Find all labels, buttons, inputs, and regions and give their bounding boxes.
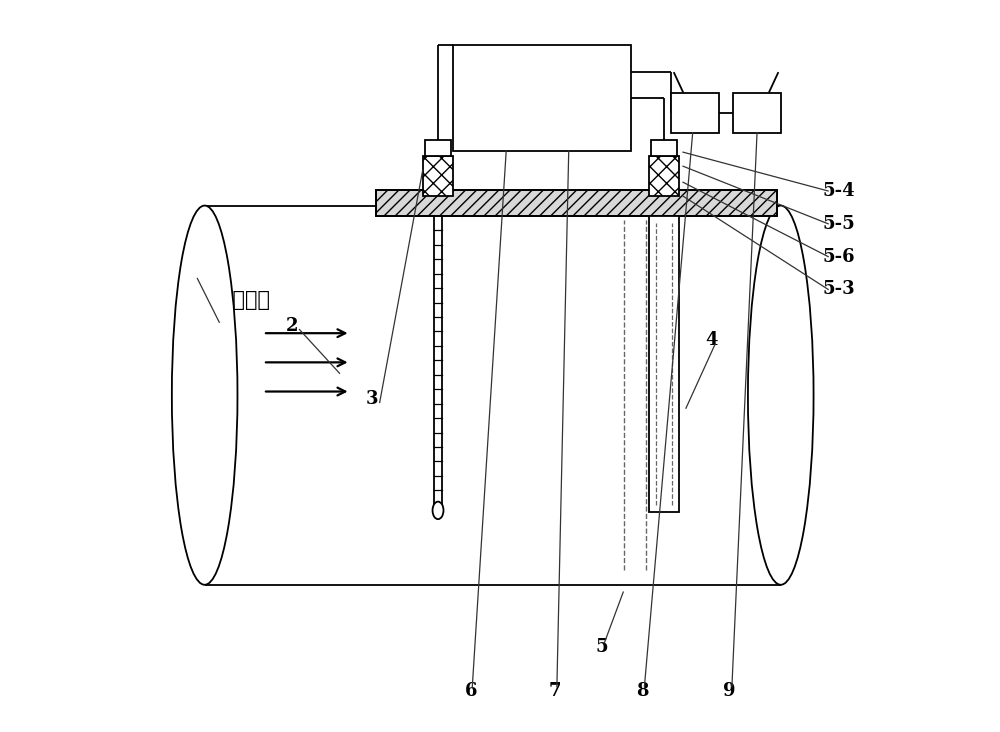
Bar — [376, 190, 777, 216]
Bar — [733, 92, 781, 132]
Text: 6: 6 — [465, 681, 477, 700]
Text: 4: 4 — [705, 332, 718, 349]
Bar — [649, 156, 679, 196]
Text: 3: 3 — [366, 390, 379, 408]
Ellipse shape — [433, 501, 443, 519]
Text: 1: 1 — [184, 266, 196, 284]
Bar — [649, 216, 679, 512]
Bar — [671, 92, 719, 132]
Text: 煮粉流向: 煮粉流向 — [220, 291, 270, 310]
Text: 8: 8 — [636, 681, 648, 700]
Text: 5-6: 5-6 — [823, 247, 855, 266]
Text: 5: 5 — [596, 638, 608, 656]
Bar — [376, 190, 777, 216]
Text: 5-4: 5-4 — [823, 182, 855, 200]
Ellipse shape — [172, 206, 237, 585]
Bar — [423, 156, 453, 196]
Text: 2: 2 — [286, 317, 298, 335]
Bar — [425, 140, 451, 156]
Bar — [453, 45, 631, 151]
Ellipse shape — [748, 206, 814, 585]
Text: 9: 9 — [723, 681, 736, 700]
Text: 7: 7 — [548, 681, 561, 700]
Text: 5-3: 5-3 — [823, 280, 855, 299]
Text: 5-5: 5-5 — [823, 214, 855, 233]
Bar — [651, 140, 677, 156]
